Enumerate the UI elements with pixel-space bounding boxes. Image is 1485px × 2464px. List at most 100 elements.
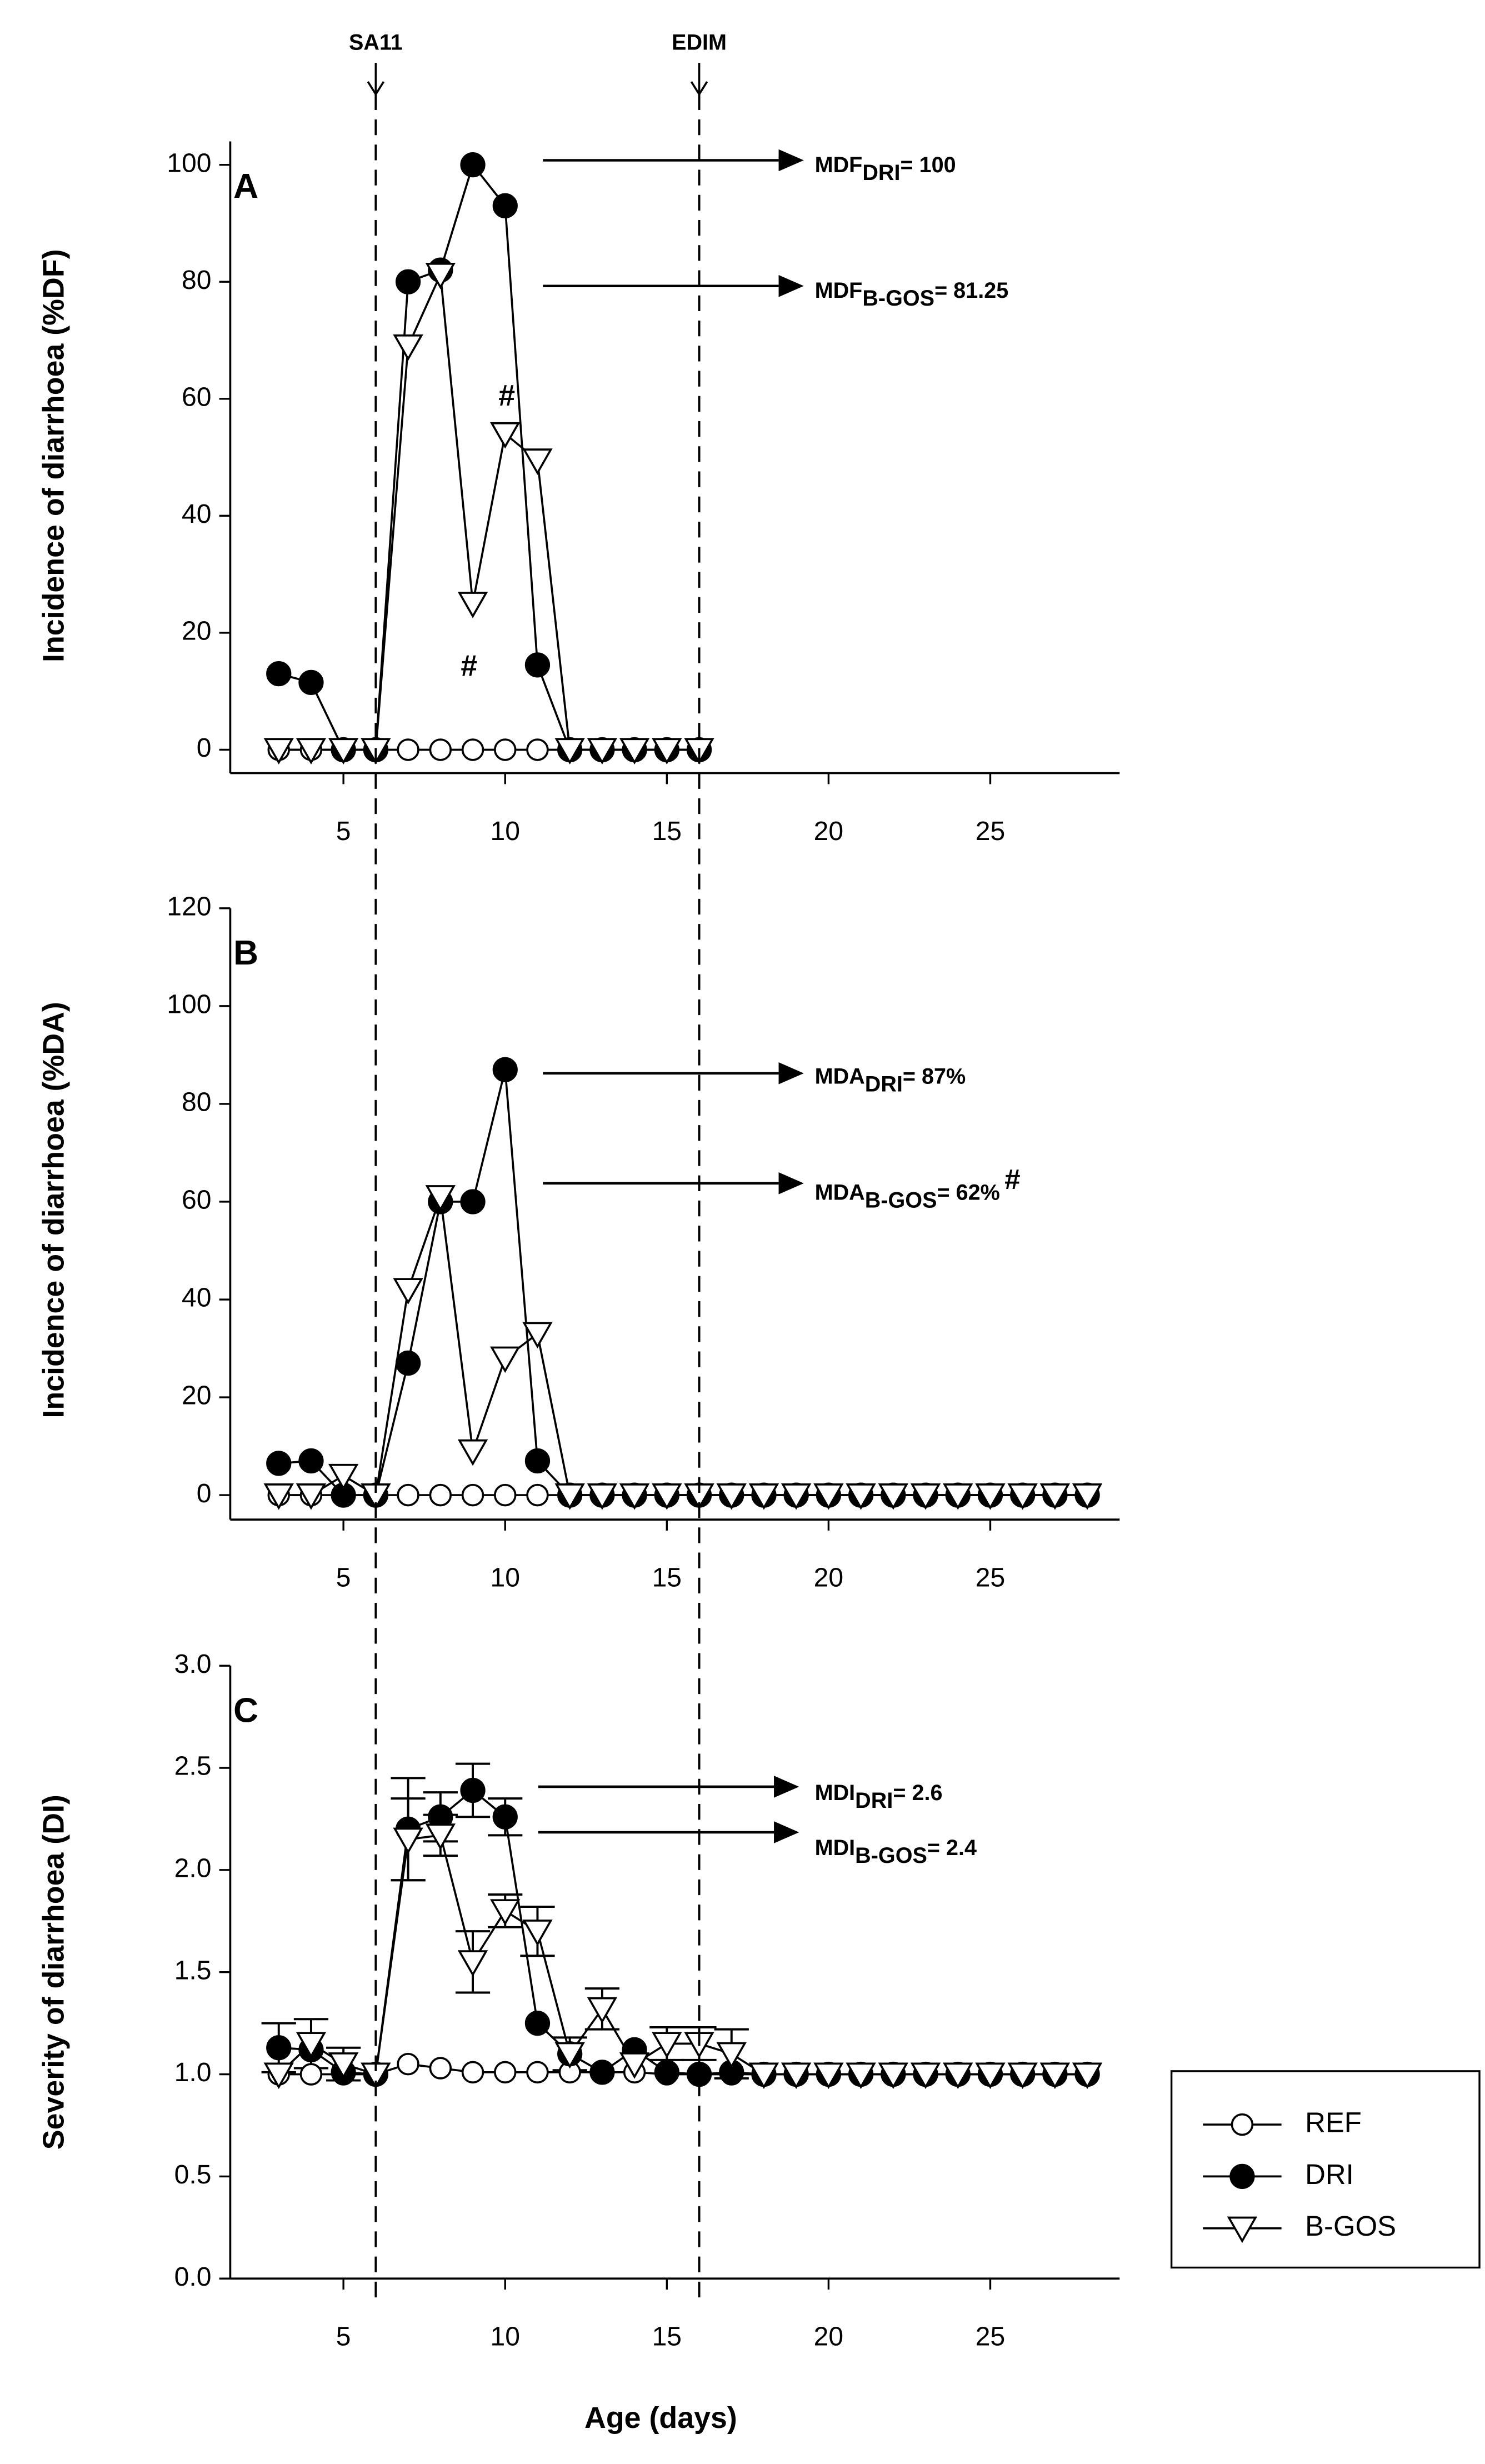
marker [425, 1823, 456, 1850]
marker [460, 152, 486, 178]
series-line [278, 1834, 1088, 2076]
marker [1039, 2062, 1071, 2090]
marker [393, 334, 423, 361]
annotation-sub: B-GOS [855, 1844, 927, 1868]
marker [494, 2061, 517, 2084]
marker [397, 738, 419, 761]
marker [298, 1448, 324, 1474]
marker [457, 592, 488, 618]
arrow-head [774, 1821, 799, 1843]
y-tick-label: 40 [182, 1283, 211, 1313]
x-tick-label: 20 [814, 1562, 843, 1592]
marker [425, 263, 456, 289]
annotation-text: MDF [815, 279, 863, 303]
x-tick-label: 20 [814, 816, 843, 846]
marker [263, 738, 294, 765]
marker [490, 1899, 521, 1926]
arrow-head [778, 1172, 804, 1194]
y-tick-label: 120 [167, 892, 211, 922]
marker [587, 738, 618, 765]
y-tick-label: 0.0 [174, 2262, 212, 2292]
x-tick-label: 5 [336, 2321, 351, 2351]
marker [524, 652, 551, 678]
marker [429, 2057, 452, 2080]
marker [395, 1350, 421, 1376]
annotation-suffix: = 2.4 [927, 1836, 977, 1861]
marker [457, 1439, 488, 1466]
legend-marker [1227, 2216, 1258, 2243]
annotation-suffix: = 62% [937, 1181, 999, 1205]
marker [524, 1448, 551, 1474]
marker [554, 2042, 585, 2069]
marker [328, 2052, 359, 2079]
marker [526, 738, 549, 761]
panel-letter: C [233, 1691, 258, 1730]
marker [975, 1483, 1006, 1510]
annotation-text: MDF [815, 153, 863, 177]
annotation-sub: B-GOS [862, 287, 934, 311]
marker [328, 738, 359, 765]
annotation-sub: B-GOS [865, 1188, 937, 1213]
marker [266, 1451, 292, 1476]
marker [522, 1920, 553, 1946]
legend-marker [1229, 2163, 1255, 2190]
y-tick-label: 100 [167, 148, 211, 178]
y-tick-label: 40 [182, 499, 211, 529]
marker [494, 1483, 517, 1507]
x-tick-label: 20 [814, 2321, 843, 2351]
annotation-text: MDA [815, 1181, 865, 1205]
marker [395, 269, 421, 294]
marker [716, 2042, 747, 2069]
annotation-sub: DRI [855, 1789, 893, 1813]
marker [460, 1777, 486, 1803]
marker [813, 2062, 844, 2090]
x-tick-label: 15 [652, 1562, 682, 1592]
marker [975, 2062, 1006, 2090]
annotation: MDFB-GOS= 81.25 [815, 279, 1009, 311]
marker [619, 738, 650, 765]
marker [619, 2052, 650, 2079]
marker [296, 1483, 327, 1510]
marker [492, 1804, 518, 1830]
marker [846, 1483, 876, 1510]
marker [461, 2061, 484, 2084]
y-tick-label: 0.5 [174, 2160, 212, 2190]
marker [1072, 2062, 1103, 2090]
marker [652, 2032, 682, 2058]
significance-mark: # [461, 649, 477, 682]
marker [589, 2060, 615, 2085]
legend-label: DRI [1305, 2158, 1354, 2190]
x-tick-label: 15 [652, 2321, 682, 2351]
marker [490, 422, 521, 449]
marker [878, 1483, 909, 1510]
annotation: MDIB-GOS= 2.4 [815, 1836, 977, 1868]
y-tick-label: 80 [182, 265, 211, 295]
annotation-sub: DRI [862, 161, 900, 185]
marker [1039, 1483, 1071, 1510]
annotation-mark: # [1004, 1163, 1020, 1195]
marker [490, 1346, 521, 1373]
marker [910, 2062, 941, 2090]
x-tick-label: 5 [336, 1562, 351, 1592]
x-axis-label: Age (days) [584, 2401, 737, 2435]
legend-box [1170, 2070, 1481, 2269]
marker [524, 2010, 551, 2036]
arrow-head [774, 1776, 799, 1798]
panel-letter: A [233, 167, 258, 206]
marker [781, 1483, 812, 1510]
marker [554, 738, 585, 765]
annotation-sub: DRI [865, 1072, 903, 1097]
marker [1007, 2062, 1038, 2090]
panel-letter: B [233, 934, 258, 972]
marker [943, 1483, 973, 1510]
x-tick-label: 10 [491, 816, 520, 846]
marker [263, 2062, 294, 2090]
marker [429, 738, 452, 761]
x-tick-label: 10 [491, 2321, 520, 2351]
annotation-suffix: = 87% [903, 1064, 966, 1089]
marker [587, 1997, 618, 2024]
marker [328, 1463, 359, 1491]
y-tick-label: 2.0 [174, 1853, 212, 1883]
marker [397, 1483, 419, 1507]
marker [813, 1483, 844, 1510]
